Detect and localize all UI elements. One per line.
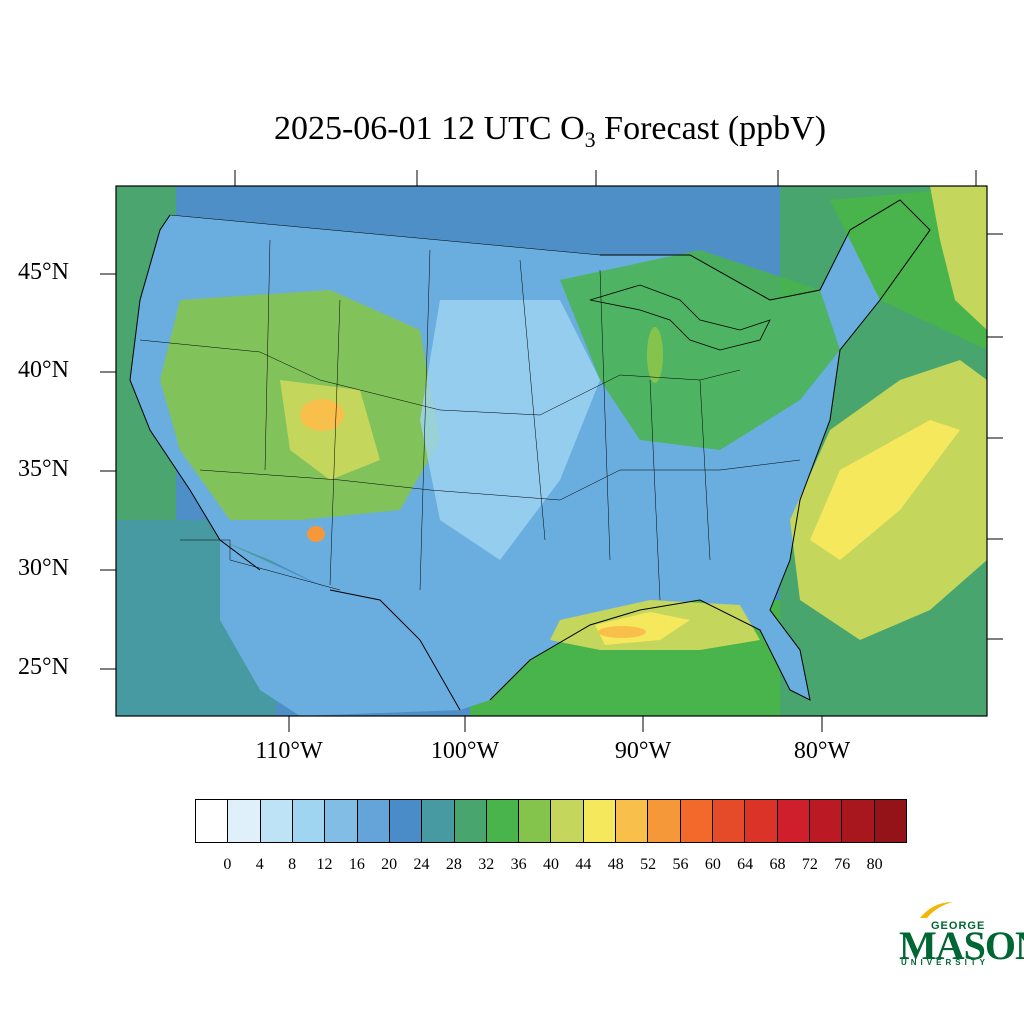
colorbar-swatch — [325, 800, 358, 842]
logo-flame-icon — [920, 902, 953, 918]
lon-label-80: 80°W — [793, 738, 851, 764]
colorbar-swatch — [389, 800, 423, 842]
colorbar-swatch — [228, 800, 261, 842]
lat-label-30: 30°N — [18, 555, 69, 581]
arizona-peak — [307, 526, 325, 542]
colorbar-tick-label: 60 — [704, 856, 721, 873]
coastline — [129, 199, 931, 711]
map-ticks — [100, 170, 1003, 732]
colorbar-tick-label: 24 — [413, 856, 430, 873]
plains-low — [420, 300, 600, 560]
canada-maritime-high — [930, 186, 987, 330]
lon-label-110: 110°W — [255, 738, 323, 764]
colorbar-swatch — [260, 800, 293, 842]
colorbar-tick-label: 16 — [348, 856, 365, 873]
colorbar-tick-label: 12 — [316, 856, 333, 873]
colorbar-swatch — [357, 800, 390, 842]
logo-line2: MASON — [899, 923, 1024, 968]
logo-line1: GEORGE — [931, 920, 986, 932]
lat-label-25: 25°N — [18, 654, 69, 680]
atlantic-plume-core — [810, 420, 960, 560]
colorbar-tick-label: 72 — [801, 856, 818, 873]
colorbar — [195, 799, 907, 843]
colorbar-tick-label: 80 — [866, 856, 883, 873]
colorbar-swatch — [292, 800, 326, 842]
colorbar-swatch — [680, 800, 713, 842]
colorbar-tick-label: 48 — [607, 856, 624, 873]
state-borders — [139, 214, 801, 601]
colorbar-swatch — [648, 800, 681, 842]
lat-label-45: 45°N — [18, 259, 69, 285]
logo-line3: UNIVERSITY — [901, 958, 990, 967]
great-lakes — [589, 284, 771, 351]
colorbar-tick-label: 40 — [543, 856, 559, 873]
colorbar-tick-label: 64 — [737, 856, 754, 873]
gmu-logo: GEORGE MASON UNIVERSITY — [895, 900, 1024, 970]
colorbar-tick-label: 44 — [575, 856, 592, 873]
lon-label-90: 90°W — [614, 738, 672, 764]
mexico-land — [220, 540, 460, 716]
colorbar-swatch — [809, 800, 843, 842]
colorbar-tick-label: 8 — [288, 856, 297, 873]
lake-michigan — [647, 327, 663, 383]
lat-label-35: 35°N — [18, 456, 69, 482]
colorbar-swatch — [519, 800, 552, 842]
map-frame — [115, 185, 988, 717]
colorbar-tick-label: 0 — [223, 856, 232, 873]
map-title: 2025-06-01 12 UTC O3 Forecast (ppbV) — [273, 110, 827, 152]
lon-label-100: 100°W — [430, 738, 500, 764]
colorado-peak — [300, 399, 344, 431]
colorbar-tick-label: 28 — [445, 856, 462, 873]
colorbar-swatch — [196, 800, 229, 842]
colorbar-swatch — [551, 800, 584, 842]
lat-label-40: 40°N — [18, 357, 69, 383]
colorbar-swatch — [745, 800, 778, 842]
colorbar-swatch — [777, 800, 810, 842]
colorbar-tick-label: 36 — [510, 856, 527, 873]
colorbar-tick-label: 20 — [381, 856, 398, 873]
colorbar-tick-label: 68 — [769, 856, 786, 873]
colorbar-swatch — [486, 800, 520, 842]
colorbar-swatch — [583, 800, 617, 842]
colorbar-swatch — [616, 800, 649, 842]
colorbar-swatch — [874, 800, 906, 842]
colorbar-tick-label: 76 — [834, 856, 851, 873]
colorbar-swatch — [713, 800, 746, 842]
ozone-forecast-map — [100, 170, 1003, 732]
colorbar-swatch — [454, 800, 487, 842]
gulf-hotspot — [598, 626, 646, 638]
colorbar-tick-label: 4 — [255, 856, 264, 873]
colorbar-swatch — [422, 800, 455, 842]
colorbar-tick-label: 56 — [672, 856, 689, 873]
colorbar-tick-label: 52 — [640, 856, 657, 873]
colorbar-swatch — [842, 800, 875, 842]
colorbar-tick-label: 32 — [478, 856, 495, 873]
